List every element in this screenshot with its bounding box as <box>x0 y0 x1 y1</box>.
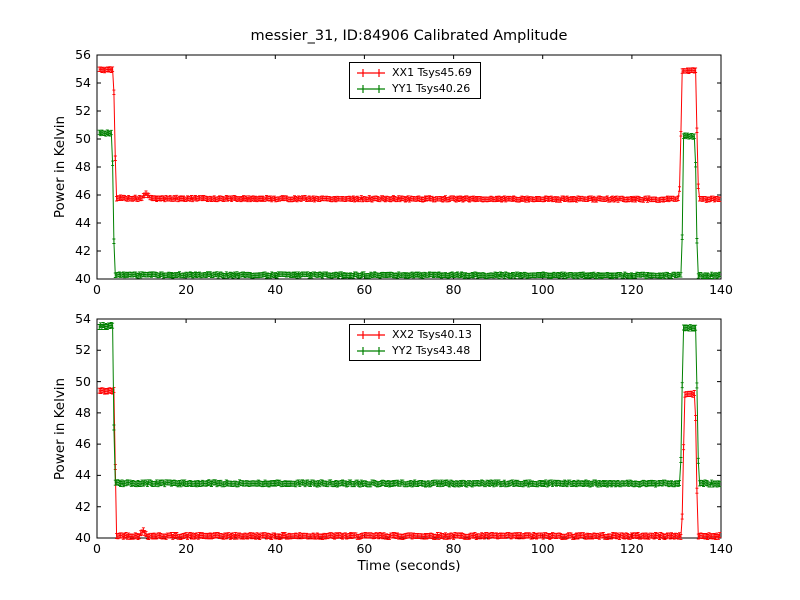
legend-label: YY1 Tsys40.26 <box>392 82 471 95</box>
legend-entry: XX1 Tsys45.69 <box>355 65 472 80</box>
x-tick-label: 40 <box>267 541 284 556</box>
x-tick-label: 120 <box>619 541 644 556</box>
y-tick-label: 52 <box>75 342 91 358</box>
y-tick-label: 46 <box>75 436 91 452</box>
y-tick-label: 56 <box>75 47 91 62</box>
x-tick-label: 0 <box>93 541 101 556</box>
x-tick-label: 100 <box>530 541 555 556</box>
legend-label: XX2 Tsys40.13 <box>392 328 472 341</box>
x-tick-label: 60 <box>356 282 373 297</box>
legend-bottom-plot: XX2 Tsys40.13 YY2 Tsys43.48 <box>349 324 481 361</box>
errorbar-symbol-icon <box>357 68 385 77</box>
y-tick-label: 54 <box>75 75 91 90</box>
y-tick-label: 52 <box>75 103 91 118</box>
y-tick-label: 40 <box>75 530 91 545</box>
y-tick-label: 54 <box>75 311 91 326</box>
x-tick-label: 40 <box>267 282 284 297</box>
legend-entry: XX2 Tsys40.13 <box>355 327 472 342</box>
legend-label: XX1 Tsys45.69 <box>392 66 472 79</box>
x-tick-label: 20 <box>178 282 195 297</box>
y-tick-label: 40 <box>75 271 91 286</box>
chart-title: messier_31, ID:84906 Calibrated Amplitud… <box>250 28 568 44</box>
x-tick-label: 20 <box>178 541 195 556</box>
x-tick-label: 100 <box>530 282 555 297</box>
errorbar-symbol-icon <box>357 330 385 339</box>
y-tick-label: 48 <box>75 159 91 174</box>
y-tick-label: 46 <box>75 187 91 202</box>
legend-label: YY2 Tsys43.48 <box>392 344 471 357</box>
legend-entry: YY2 Tsys43.48 <box>355 343 472 358</box>
y-tick-label: 42 <box>75 243 91 258</box>
errorbar-symbol-icon <box>357 84 385 93</box>
x-tick-label: 120 <box>619 282 644 297</box>
x-tick-label: 140 <box>709 282 733 297</box>
y-tick-label: 50 <box>75 373 91 389</box>
legend-top-plot: XX1 Tsys45.69 YY1 Tsys40.26 <box>349 62 481 99</box>
y-tick-label: 48 <box>75 404 91 420</box>
x-tick-label: 0 <box>93 282 101 297</box>
y-tick-label: 42 <box>75 498 91 514</box>
y-tick-label: 44 <box>75 215 91 230</box>
x-tick-label: 80 <box>445 282 462 297</box>
x-tick-label: 80 <box>445 541 462 556</box>
y-tick-label: 50 <box>75 131 91 146</box>
y-tick-label: 44 <box>75 467 91 483</box>
x-axis-label: Time (seconds) <box>357 558 461 574</box>
errorbar-symbol-icon <box>357 346 385 355</box>
x-tick-label: 60 <box>356 541 373 556</box>
legend-entry: YY1 Tsys40.26 <box>355 81 472 96</box>
y-axis-label-bottom: Power in Kelvin <box>52 377 68 480</box>
x-tick-label: 140 <box>709 541 733 556</box>
